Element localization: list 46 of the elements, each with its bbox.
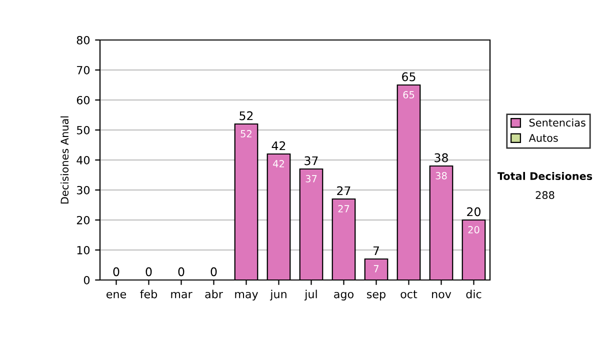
x-tick-label: jul xyxy=(304,290,317,300)
x-tick-label: ago xyxy=(334,292,354,300)
x-tick-label: dic xyxy=(466,290,482,298)
total-label: 0 xyxy=(146,267,152,276)
y-tick-label: 40 xyxy=(76,156,90,164)
y-tick-label: 10 xyxy=(77,246,90,254)
data-label: 37 xyxy=(306,175,317,182)
x-tick-label: feb xyxy=(140,290,158,298)
total-label: 0 xyxy=(113,267,120,276)
legend-label: Autos xyxy=(528,134,558,142)
data-label: 52 xyxy=(240,130,252,138)
total-label: 42 xyxy=(272,141,286,150)
data-label: 38 xyxy=(436,172,447,180)
y-tick-label: 50 xyxy=(76,126,90,134)
total-label: 0 xyxy=(210,267,217,276)
x-tick-label: sep xyxy=(367,292,386,300)
text: 288 xyxy=(536,191,554,200)
data-label: 20 xyxy=(468,226,480,234)
y-tick-label: 70 xyxy=(77,66,90,74)
x-tick-label: jun xyxy=(270,290,286,300)
total-label: 52 xyxy=(240,111,253,120)
data-label: 65 xyxy=(403,91,414,98)
total-label: 7 xyxy=(373,246,379,256)
total-label: 65 xyxy=(402,72,416,82)
total-label: 0 xyxy=(178,267,184,276)
x-tick-label: nov xyxy=(432,292,452,298)
data-label: 42 xyxy=(273,160,284,168)
total-label: 38 xyxy=(434,153,448,162)
total-label: 20 xyxy=(467,207,480,216)
total-label: 27 xyxy=(337,186,350,196)
total-label: 37 xyxy=(304,156,318,166)
y-tick-label: 60 xyxy=(76,96,90,104)
data-label: 7 xyxy=(374,265,379,272)
x-tick-label: abr xyxy=(205,290,223,298)
text: Total Decisiones xyxy=(497,172,592,180)
x-tick-label: mar xyxy=(171,292,192,298)
data-label: 27 xyxy=(338,205,350,212)
y-axis-title: Decisiones Anual xyxy=(60,116,69,204)
x-tick-label: may xyxy=(235,292,258,300)
y-tick-label: 30 xyxy=(76,186,90,194)
y-tick-label: 0 xyxy=(84,276,90,284)
y-tick-label: 80 xyxy=(76,36,90,44)
legend-label: Sentencias xyxy=(529,118,586,127)
y-tick-label: 20 xyxy=(76,216,90,224)
x-tick-label: oct xyxy=(400,290,418,298)
x-tick-label: ene xyxy=(106,292,126,298)
